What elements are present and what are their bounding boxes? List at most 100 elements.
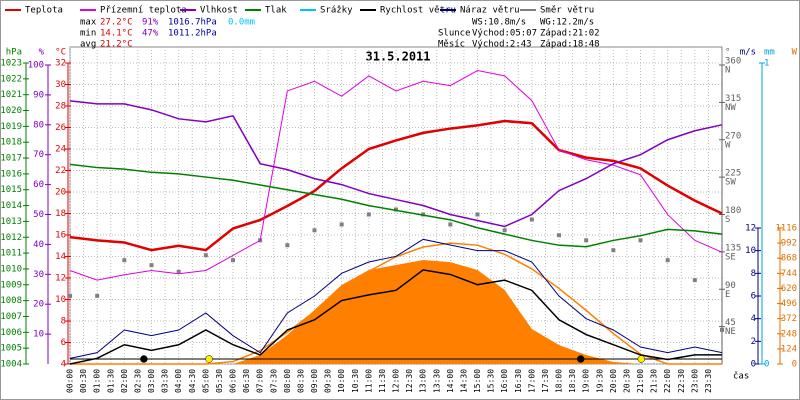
legend-label: Teplota [25,6,63,16]
x-tick-label: 21:00 [636,369,645,393]
legend-label: Tlak [265,6,287,16]
x-tick-label: 03:00 [147,369,156,393]
x-tick-label: 16:30 [514,369,523,393]
x-tick-label: 12:00 [392,369,401,393]
sun-rise: Východ:05:07 [472,29,537,39]
astro-marker [140,355,148,363]
x-tick-label: 23:00 [690,369,699,393]
y-tick-label: SE [725,252,736,262]
x-tick-label: 06:30 [242,369,251,393]
y-tick-label: 0 [792,360,797,370]
y-tick-label: S [725,215,730,225]
x-tick-label: 10:30 [351,369,360,393]
y-tick-label: 1016 [0,169,22,179]
x-tick-label: 13:00 [419,369,428,393]
series-line [69,269,722,365]
y-tick-label: 8 [61,317,66,327]
y-tick-label: 100 [28,61,44,71]
y-tick-label: 992 [781,239,797,249]
x-tick-label: 18:00 [555,369,564,393]
series-line [69,100,723,228]
y-tick-label: 868 [781,254,797,264]
y-tick-label: 18 [55,209,66,219]
y-tick-label: 1005 [0,344,22,354]
y-tick-label: 135 [725,243,741,253]
stat-label: max [80,18,97,28]
x-tick-label: 11:30 [378,369,387,393]
stat: 91% [142,18,159,28]
y-tick-label: E [725,290,730,300]
chart-title: 31.5.2011 [365,50,430,64]
stat: 1011.2hPa [168,29,217,39]
direction-point [692,278,697,283]
direction-point [448,222,453,227]
y-tick-label: 0 [764,360,769,370]
y-tick-label: NE [725,327,736,337]
y-tick-label: 32 [55,59,66,69]
direction-point [176,269,181,274]
direction-point [394,207,398,212]
y-tick-label: 1019 [0,122,22,132]
direction-point [665,258,670,263]
y-tick-label: 22 [55,166,66,176]
direction-point [231,258,235,263]
x-tick-label: 09:00 [310,369,319,393]
x-tick-label: 01:00 [93,369,102,393]
astro-marker [205,355,213,363]
x-tick-label: 07:00 [256,369,265,393]
x-tick-label: 19:00 [582,369,591,393]
direction-point [529,217,534,222]
y-tick-label: 1010 [0,264,22,274]
y-tick-label: 1018 [0,138,22,148]
stat: 21.2°C [100,40,133,50]
x-tick-label: 15:30 [487,369,496,393]
legend-label: Náraz větru [460,6,520,16]
y-tick-label: 1008 [0,296,22,306]
direction-point [122,258,127,263]
y-tick-label: 0 [751,360,756,370]
y-tick-label: 1009 [0,280,22,290]
stat-label: avg [80,40,96,50]
y-tick-label: 1014 [0,201,22,211]
stat-label: min [80,29,96,39]
x-tick-label: 04:30 [188,369,197,393]
y-tick-label: 2 [751,337,756,347]
x-tick-label: 23:30 [704,369,713,393]
y-tick-label: 10 [745,246,756,256]
y-tick-label: 1021 [0,90,22,100]
y-tick-label: 10 [55,295,66,305]
y-tick-label: 40 [33,240,44,250]
y-tick-label: 1015 [0,185,22,195]
axis-title: % [39,48,45,58]
direction-point [638,238,643,243]
x-tick-label: 14:30 [459,369,468,393]
y-tick-label: 1017 [0,154,22,164]
y-tick-label: 496 [781,299,797,309]
sun-set: Západ:21:02 [540,29,600,39]
y-tick-label: 372 [781,314,797,324]
direction-point [95,293,100,298]
y-tick-label: 90 [33,90,44,100]
y-tick-label: 620 [781,284,797,294]
x-tick-label: 03:30 [161,369,170,393]
y-tick-label: 45 [725,318,736,328]
x-tick-label: 21:30 [650,369,659,393]
radiation-area [70,260,722,364]
x-tick-label: 05:00 [201,369,210,393]
direction-point [611,248,616,253]
y-tick-label: NW [725,103,736,113]
x-tick-label: 06:00 [229,369,238,393]
direction-point [203,253,208,258]
direction-point [312,228,317,233]
x-tick-label: 12:30 [405,369,414,393]
moon-rise: Východ:2:43 [472,40,532,50]
x-tick-label: 17:00 [527,369,536,393]
x-tick-label: 02:30 [133,369,142,393]
x-tick-label: 18:30 [568,369,577,393]
y-tick-label: 1006 [0,328,22,338]
y-tick-label: 360 [725,57,741,67]
y-tick-label: 10 [33,330,44,340]
stat: 0.0mm [228,18,255,28]
stat: 1016.7hPa [168,18,217,28]
axis-title: mm [764,48,775,58]
